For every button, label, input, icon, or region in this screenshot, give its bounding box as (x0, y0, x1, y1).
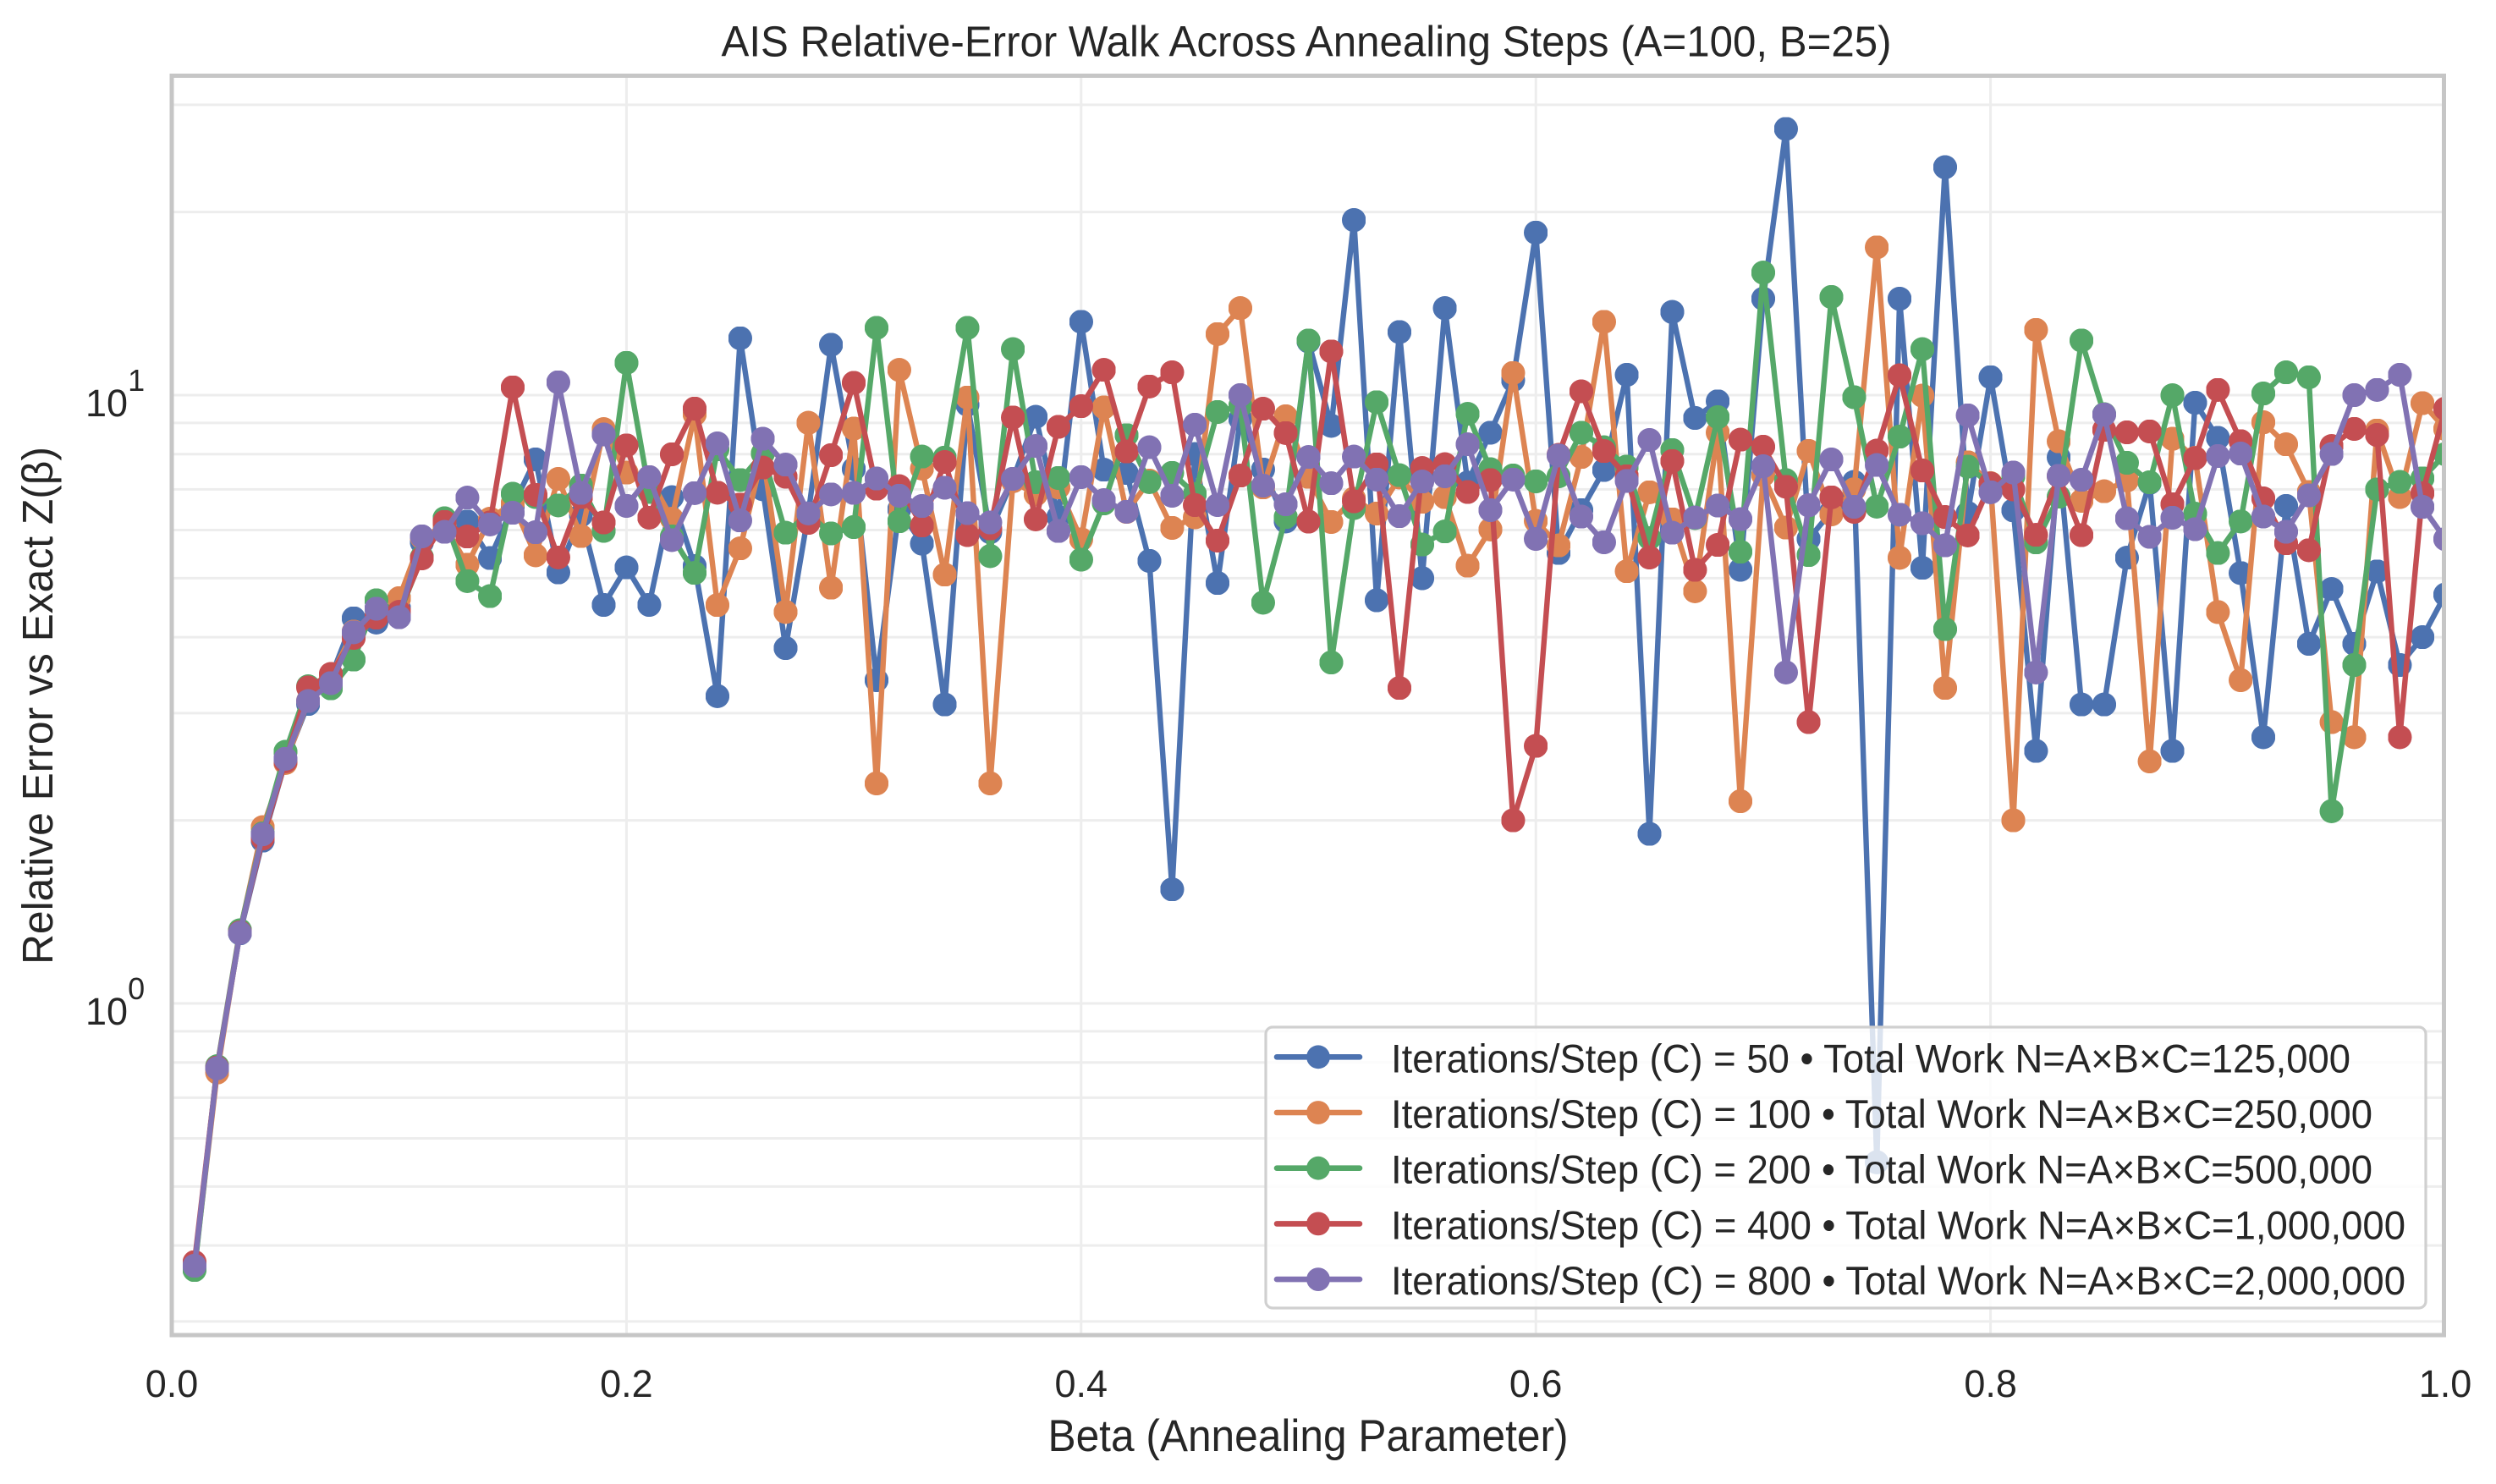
svg-text:0.4: 0.4 (1055, 1362, 1108, 1405)
svg-text:0.0: 0.0 (146, 1362, 199, 1405)
svg-text:Relative Error vs Exact Z(β): Relative Error vs Exact Z(β) (14, 447, 62, 965)
svg-text:Iterations/Step (C) = 100 • To: Iterations/Step (C) = 100 • Total Work N… (1391, 1091, 2372, 1136)
svg-text:Beta (Annealing Parameter): Beta (Annealing Parameter) (1048, 1411, 1569, 1461)
svg-text:Iterations/Step (C) = 200 • To: Iterations/Step (C) = 200 • Total Work N… (1391, 1147, 2372, 1192)
svg-text:Iterations/Step (C) = 800 • To: Iterations/Step (C) = 800 • Total Work N… (1391, 1258, 2405, 1303)
svg-text:1.0: 1.0 (2419, 1362, 2472, 1405)
svg-text:0.2: 0.2 (600, 1362, 653, 1405)
svg-text:AIS Relative-Error Walk Across: AIS Relative-Error Walk Across Annealing… (722, 18, 1892, 66)
svg-text:0.6: 0.6 (1509, 1362, 1563, 1405)
svg-text:Iterations/Step (C) = 50 • Tot: Iterations/Step (C) = 50 • Total Work N=… (1391, 1036, 2350, 1080)
svg-text:0.8: 0.8 (1964, 1362, 2017, 1405)
svg-text:Iterations/Step (C) = 400 • To: Iterations/Step (C) = 400 • Total Work N… (1391, 1202, 2405, 1247)
